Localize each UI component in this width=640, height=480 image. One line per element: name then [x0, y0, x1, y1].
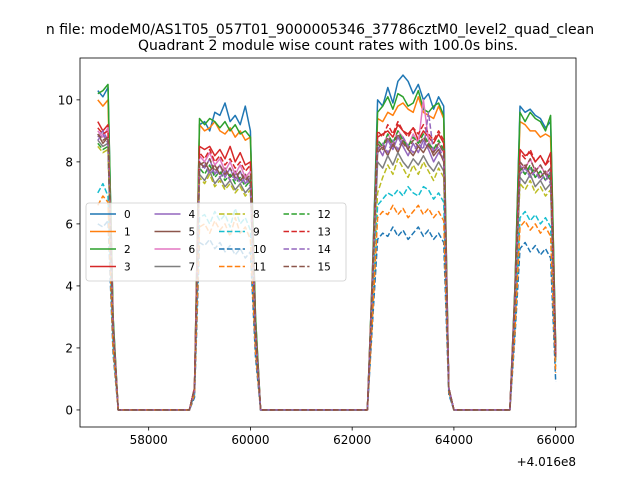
- x-tick-label: 64000: [435, 433, 473, 447]
- legend-label-13: 13: [318, 227, 331, 239]
- x-tick-label: 58000: [130, 433, 168, 447]
- axes-frame: [79, 57, 577, 428]
- y-tick-label: 8: [65, 155, 73, 169]
- legend-label-6: 6: [189, 244, 196, 256]
- y-tick-label: 6: [65, 217, 73, 231]
- legend-label-4: 4: [189, 209, 196, 221]
- legend-label-7: 7: [189, 262, 196, 274]
- legend-label-15: 15: [318, 262, 331, 274]
- x-axis-offset-label: +4.016e8: [517, 455, 576, 469]
- legend-label-12: 12: [318, 209, 331, 221]
- legend-label-3: 3: [124, 262, 131, 274]
- legend-label-2: 2: [124, 244, 131, 256]
- series-line-11: [97, 195, 557, 411]
- series-line-15: [97, 133, 557, 411]
- y-tick-label: 10: [58, 93, 73, 107]
- x-tick-label: 62000: [333, 433, 371, 447]
- legend-label-1: 1: [124, 227, 131, 239]
- legend-label-10: 10: [253, 244, 266, 256]
- chart-suptitle: n file: modeM0/AS1T05_057T01_9000005346_…: [46, 22, 594, 38]
- legend-label-0: 0: [124, 209, 131, 221]
- legend-label-9: 9: [253, 227, 260, 239]
- x-tick-label: 66000: [537, 433, 575, 447]
- x-tick-label: 60000: [231, 433, 269, 447]
- legend-label-8: 8: [253, 209, 260, 221]
- y-axis-ticks: 0 2 4 6 8 10: [58, 93, 80, 417]
- x-axis-ticks: 58000 60000 62000 64000 66000: [130, 427, 575, 447]
- legend-label-11: 11: [253, 262, 266, 274]
- legend-label-5: 5: [189, 227, 196, 239]
- y-tick-label: 0: [65, 403, 73, 417]
- plot-lines: [97, 74, 557, 411]
- legend-label-14: 14: [318, 244, 332, 256]
- y-tick-label: 4: [65, 279, 73, 293]
- chart-title: Quadrant 2 module wise count rates with …: [138, 38, 518, 54]
- y-tick-label: 2: [65, 341, 73, 355]
- legend-box: [85, 202, 347, 282]
